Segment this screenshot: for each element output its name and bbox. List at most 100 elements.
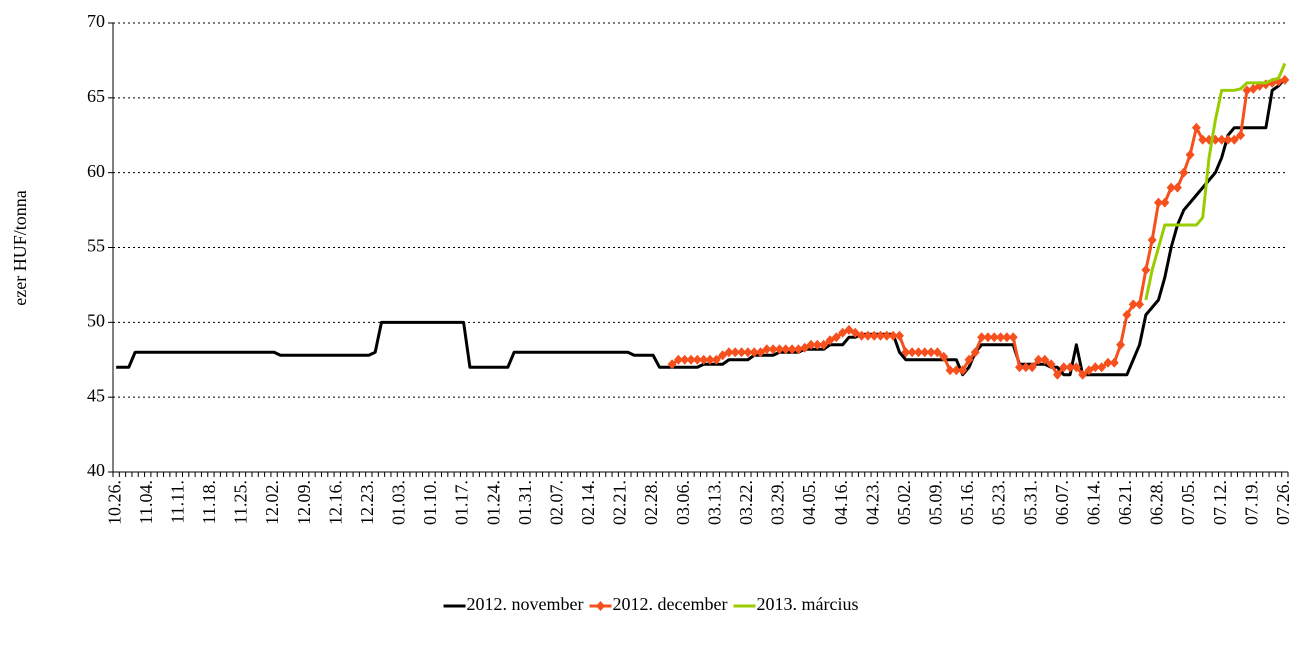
marker — [667, 359, 677, 370]
marker — [926, 347, 936, 358]
series-line — [1144, 62, 1287, 301]
x-tick-label: 04.23. — [862, 480, 882, 525]
marker — [1179, 167, 1189, 178]
x-tick-label: 01.24. — [483, 480, 503, 525]
x-tick-label: 06.21. — [1115, 480, 1135, 525]
y-axis-title: ezer HUF/tonna — [10, 190, 30, 305]
x-tick-label: 03.22. — [736, 480, 756, 525]
marker — [939, 351, 949, 362]
legend-label: 2013. március — [756, 594, 858, 614]
x-tick-label: 12.09. — [294, 480, 314, 525]
x-tick-label: 02.07. — [546, 480, 566, 525]
marker — [857, 330, 867, 341]
x-tick-label: 01.31. — [515, 480, 535, 525]
marker — [1242, 85, 1252, 96]
marker — [711, 354, 721, 365]
marker — [743, 347, 753, 358]
marker — [844, 324, 854, 335]
marker — [1116, 339, 1126, 350]
marker — [920, 347, 930, 358]
marker — [869, 330, 879, 341]
x-tick-label: 01.17. — [452, 480, 472, 525]
marker — [1109, 357, 1119, 368]
y-tick-label: 60 — [87, 161, 105, 181]
marker — [718, 350, 728, 361]
x-tick-label: 11.25. — [231, 480, 251, 524]
marker — [1191, 122, 1201, 133]
marker — [850, 327, 860, 338]
x-tick-label: 05.31. — [1020, 480, 1040, 525]
marker — [882, 330, 892, 341]
x-tick-label: 07.05. — [1178, 480, 1198, 525]
legend-item: 2012. november — [443, 594, 584, 614]
marker — [1147, 235, 1157, 246]
marker — [1172, 182, 1182, 193]
marker — [1185, 149, 1195, 160]
x-tick-label: 06.28. — [1147, 480, 1167, 525]
x-tick-label: 03.29. — [768, 480, 788, 525]
marker — [888, 330, 898, 341]
marker — [1046, 359, 1056, 370]
marker — [825, 335, 835, 346]
legend-item: 2013. március — [733, 594, 858, 614]
marker — [964, 354, 974, 365]
legend-label: 2012. november — [467, 594, 584, 614]
marker — [1217, 134, 1227, 145]
marker — [907, 347, 917, 358]
x-tick-label: 05.02. — [894, 480, 914, 525]
marker — [812, 339, 822, 350]
x-tick-label: 10.26. — [104, 480, 124, 525]
marker — [1141, 264, 1151, 275]
marker — [768, 344, 778, 355]
x-tick-label: 07.12. — [1210, 480, 1230, 525]
marker — [756, 347, 766, 358]
marker — [863, 330, 873, 341]
x-tick-label: 12.02. — [262, 480, 282, 525]
marker — [819, 339, 829, 350]
marker — [1135, 299, 1145, 310]
marker — [1027, 362, 1037, 373]
x-tick-label: 02.28. — [641, 480, 661, 525]
x-tick-label: 01.10. — [420, 480, 440, 525]
x-tick-label: 05.16. — [957, 480, 977, 525]
marker — [724, 347, 734, 358]
marker — [913, 347, 923, 358]
marker — [774, 344, 784, 355]
x-tick-label: 04.05. — [799, 480, 819, 525]
marker — [692, 354, 702, 365]
marker — [1008, 332, 1018, 343]
series-line — [116, 77, 1286, 377]
marker — [781, 344, 791, 355]
marker — [1059, 362, 1069, 373]
marker — [1236, 130, 1246, 141]
x-tick-label: 04.16. — [831, 480, 851, 525]
marker — [996, 332, 1006, 343]
marker — [705, 354, 715, 365]
y-tick-label: 70 — [87, 11, 105, 31]
marker — [749, 347, 759, 358]
marker — [983, 332, 993, 343]
y-tick-label: 55 — [87, 236, 105, 256]
y-tick-label: 45 — [87, 385, 105, 405]
x-tick-label: 05.23. — [989, 480, 1009, 525]
y-tick-label: 65 — [87, 86, 105, 106]
x-tick-label: 03.13. — [704, 480, 724, 525]
marker — [1223, 134, 1233, 145]
marker — [989, 332, 999, 343]
marker — [894, 330, 904, 341]
marker — [1065, 362, 1075, 373]
marker — [932, 347, 942, 358]
marker — [876, 330, 886, 341]
x-tick-label: 06.07. — [1052, 480, 1072, 525]
marker — [1153, 197, 1163, 208]
marker — [1229, 134, 1239, 145]
marker — [762, 344, 772, 355]
marker — [1021, 362, 1031, 373]
marker — [737, 347, 747, 358]
marker — [958, 365, 968, 376]
marker — [1248, 83, 1258, 94]
marker — [673, 354, 683, 365]
legend-label: 2012. december — [613, 594, 728, 614]
y-tick-label: 50 — [87, 310, 105, 330]
